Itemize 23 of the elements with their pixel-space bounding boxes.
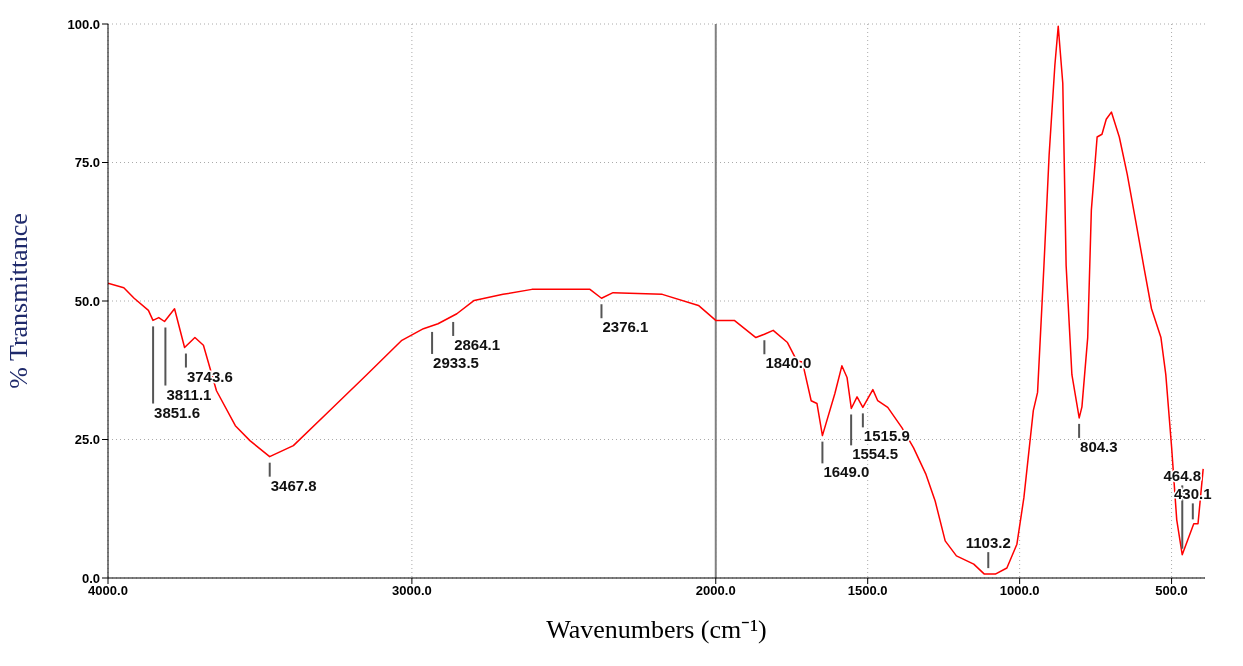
x-tick-label: 4000.0: [88, 583, 128, 599]
annotation: 3851.6: [154, 403, 200, 421]
annotation: 3811.1: [166, 385, 212, 403]
x-tick-label: 2000.0: [695, 583, 736, 599]
y-tick-label: 75.0: [74, 155, 100, 171]
y-tick-label: 25.0: [74, 432, 100, 448]
annotation: 2933.5: [433, 353, 479, 371]
x-tick-label: 500.0: [1155, 583, 1188, 599]
annotation: 1103.2: [965, 534, 1011, 552]
annotation: 3467.8: [270, 476, 317, 494]
x-tick-label: 1000.0: [999, 583, 1040, 599]
annotation: 2376.1: [602, 318, 649, 336]
y-axis-title: % Transmittance: [4, 213, 34, 389]
y-tick-label: 100.0: [67, 16, 100, 32]
annotation: 2864.1: [454, 335, 501, 353]
annotation: 1554.5: [852, 445, 899, 463]
annotation: 1649.0: [823, 463, 870, 481]
y-tick-label: 0.0: [81, 570, 100, 586]
x-tick-label: 3000.0: [392, 583, 432, 599]
annotation: 804.3: [1080, 437, 1118, 455]
x-axis-title: Wavenumbers (cm⁻¹): [546, 615, 767, 644]
y-tick-label: 50.0: [74, 293, 100, 309]
x-tick-label: 1500.0: [847, 583, 888, 599]
